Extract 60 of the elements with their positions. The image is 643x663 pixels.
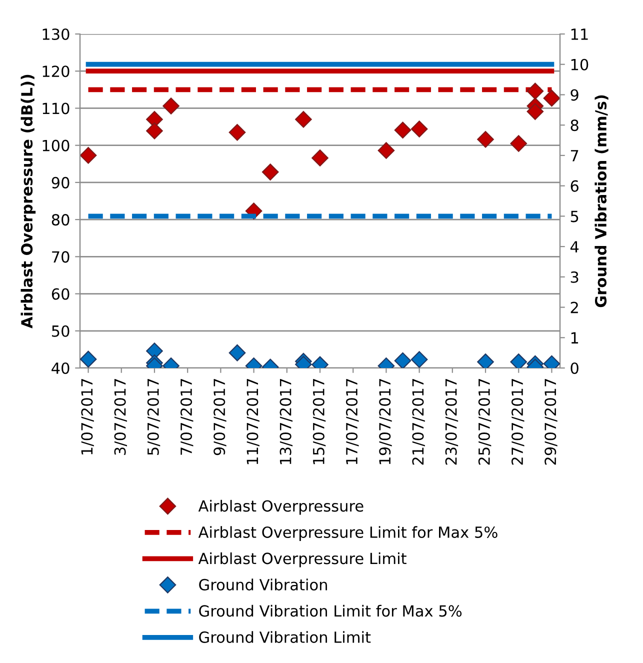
legend-label: Ground Vibration Limit for Max 5% <box>199 604 462 617</box>
legend-label: Airblast Overpressure Limit <box>198 552 406 568</box>
point <box>526 82 544 100</box>
x-tick-label: 27/07/2017 <box>511 379 524 465</box>
point <box>543 90 560 107</box>
y2-tick-label: 7 <box>570 150 578 162</box>
y2-axis-title: Ground Vibration (mm/s) <box>594 95 608 308</box>
y2-tick-label: 9 <box>570 89 578 101</box>
y-tick-label: 40 <box>52 362 70 374</box>
y2-tick-label: 10 <box>571 58 588 70</box>
x-tick-label: 29/07/2017 <box>544 379 558 465</box>
y2-tick-label: 1 <box>571 332 578 344</box>
x-tick-label: 3/07/2017 <box>114 379 128 455</box>
x-tick-label: 5/07/2017 <box>147 379 160 455</box>
x-tick-label: 11/07/2017 <box>246 379 260 464</box>
legend-label: Ground Vibration <box>199 578 327 590</box>
legend-label: Airblast Overpressure <box>198 500 364 515</box>
y-tick-label: 60 <box>52 288 70 300</box>
legend-label: Airblast Overpressure Limit for Max 5% <box>198 526 498 541</box>
x-tick-label: 13/07/2017 <box>280 379 293 464</box>
x-tick-label: 21/07/2017 <box>412 379 425 465</box>
y2-tick-label: 11 <box>571 28 588 40</box>
point <box>526 103 544 120</box>
point <box>295 110 312 128</box>
y2-tick-label: 8 <box>570 120 578 132</box>
y-tick-label: 110 <box>42 102 70 114</box>
y2-tick-label: 5 <box>570 210 578 222</box>
y2-tick-label: 4 <box>570 241 579 252</box>
x-tick-label: 7/07/2017 <box>180 379 194 455</box>
point <box>477 130 494 148</box>
point <box>262 164 279 180</box>
y-tick-label: 80 <box>52 214 70 226</box>
point <box>394 122 412 139</box>
point <box>162 98 180 114</box>
x-tick-label: 17/07/2017 <box>346 379 359 464</box>
point <box>510 135 528 152</box>
x-tick-label: 19/07/2017 <box>379 379 392 464</box>
y2-tick-label: 6 <box>570 180 578 192</box>
x-tick-label: 23/07/2017 <box>445 379 458 465</box>
x-tick-label: 15/07/2017 <box>312 379 326 464</box>
point <box>410 120 428 138</box>
x-tick-label: 9/07/2017 <box>214 379 226 456</box>
point <box>312 150 328 166</box>
y2-tick-label: 0 <box>570 362 578 374</box>
y-tick-label: 90 <box>52 176 70 188</box>
x-tick-label: 25/07/2017 <box>478 379 492 465</box>
y-tick-label: 120 <box>42 66 70 78</box>
point <box>228 124 246 141</box>
y-tick-label: 100 <box>42 140 70 152</box>
y2-tick-label: 2 <box>570 302 578 314</box>
point <box>80 146 97 164</box>
point <box>146 122 163 140</box>
y-tick-label: 70 <box>52 251 70 263</box>
y-tick-label: 130 <box>42 28 70 40</box>
y-tick-label: 50 <box>52 325 70 337</box>
legend-label: Ground Vibration Limit <box>199 631 371 643</box>
y-axis-title: Airblast Overpressure (dB(L)) <box>20 74 36 328</box>
y2-tick-label: 3 <box>570 271 578 283</box>
point <box>378 142 395 159</box>
x-tick-label: 1/07/2017 <box>81 379 94 454</box>
